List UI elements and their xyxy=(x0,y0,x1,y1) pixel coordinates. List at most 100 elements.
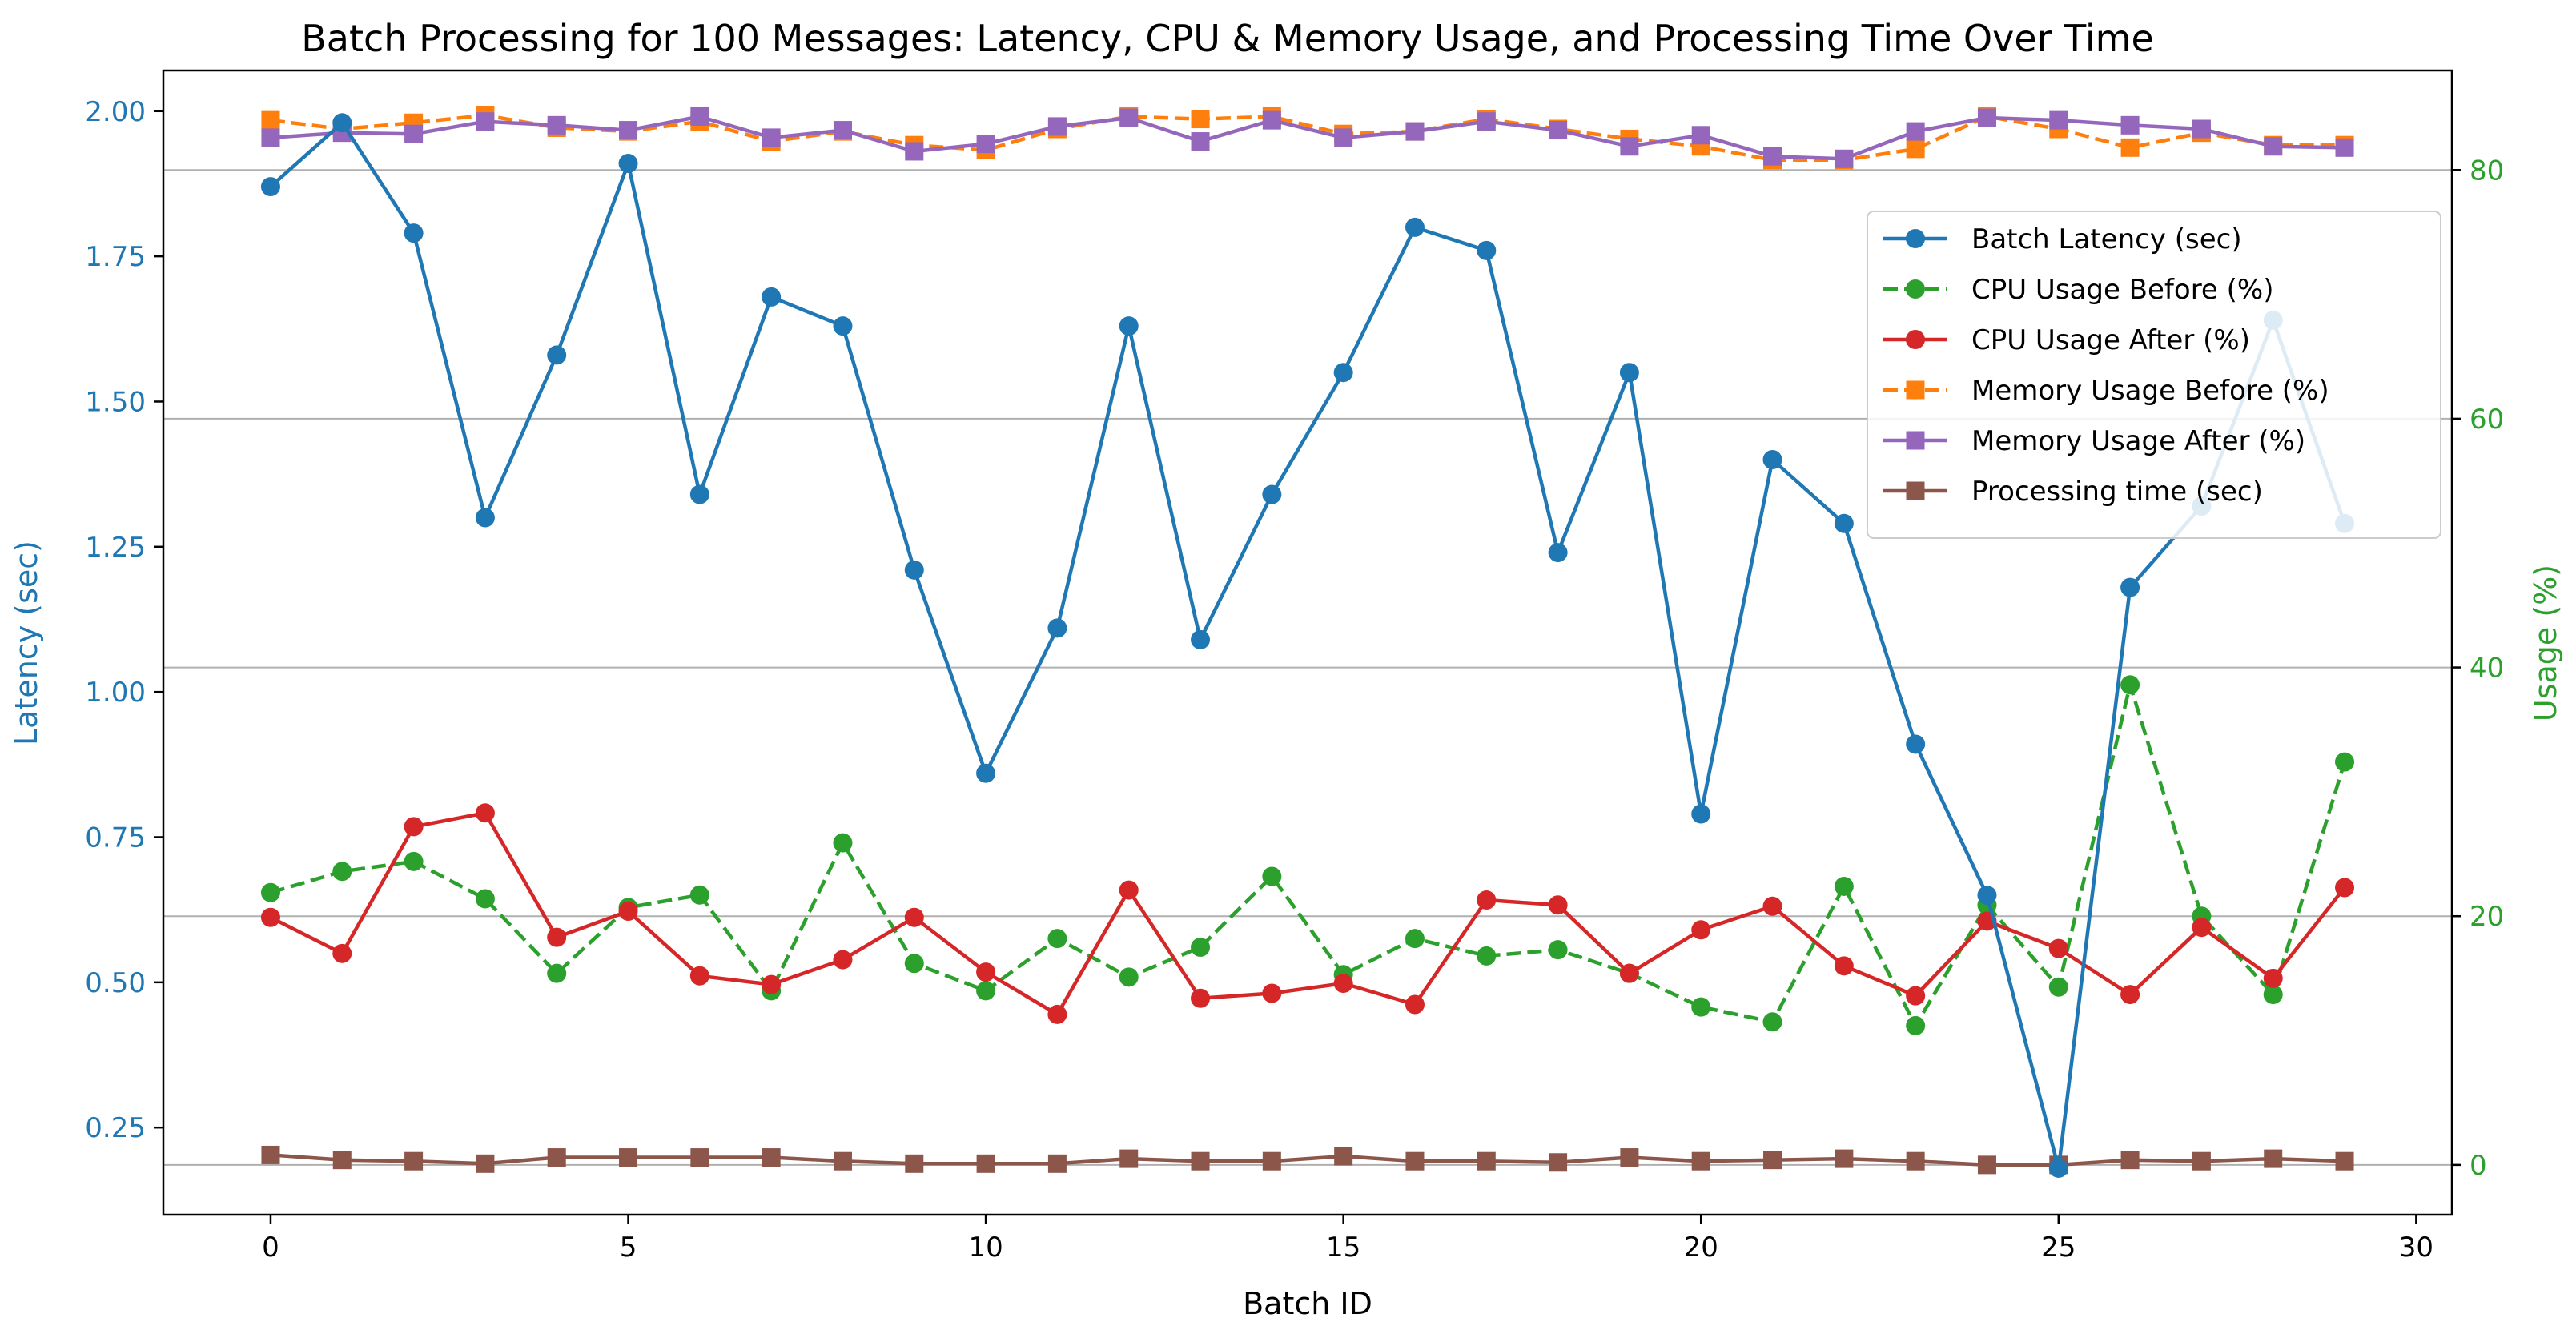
data-point xyxy=(260,177,280,197)
data-point xyxy=(547,1148,566,1167)
data-point xyxy=(833,950,853,970)
data-point xyxy=(1477,112,1496,131)
data-point xyxy=(2120,138,2140,157)
data-point xyxy=(404,124,424,143)
legend-label: CPU Usage Before (%) xyxy=(1971,274,2274,306)
data-point xyxy=(1762,1012,1782,1032)
data-point xyxy=(1549,121,1568,140)
data-point xyxy=(547,927,567,947)
data-point xyxy=(261,110,280,130)
data-point xyxy=(2335,1151,2354,1171)
y-left-tick-label: 1.75 xyxy=(85,241,146,273)
data-point xyxy=(976,1154,995,1173)
legend-label: Batch Latency (sec) xyxy=(1971,223,2242,255)
data-point xyxy=(2335,138,2354,157)
data-point xyxy=(1047,117,1067,136)
data-point xyxy=(833,1151,852,1171)
legend-marker xyxy=(1906,330,1925,349)
data-point xyxy=(1119,880,1139,900)
data-point xyxy=(1691,920,1711,940)
legend-item-memory-usage-before: Memory Usage Before (%) xyxy=(1883,375,2329,407)
data-point xyxy=(1835,149,1854,168)
y-left-tick-label: 2.00 xyxy=(85,96,146,128)
data-point xyxy=(833,833,853,853)
data-point xyxy=(618,154,638,174)
y-left-tick-label: 0.50 xyxy=(85,967,146,999)
y-left-tick-label: 0.25 xyxy=(85,1112,146,1144)
data-point xyxy=(2048,977,2068,997)
data-point xyxy=(260,907,280,927)
data-point xyxy=(2264,1149,2283,1168)
data-point xyxy=(1047,618,1067,638)
data-point xyxy=(475,508,495,528)
data-point xyxy=(1906,139,1925,159)
data-point xyxy=(475,803,495,823)
data-point xyxy=(1762,896,1782,916)
x-tick-label: 15 xyxy=(1326,1232,1360,1264)
legend-item-memory-usage-after: Memory Usage After (%) xyxy=(1883,425,2305,457)
data-point xyxy=(1334,128,1353,147)
legend-marker xyxy=(1906,279,1925,299)
data-point xyxy=(547,963,567,983)
data-point xyxy=(904,907,924,927)
data-point xyxy=(1834,956,1854,976)
legend-marker xyxy=(1906,229,1925,248)
x-tick-label: 25 xyxy=(2041,1232,2076,1264)
y-right-tick-label: 20 xyxy=(2470,901,2504,933)
data-point xyxy=(1835,1149,1854,1168)
data-point xyxy=(1191,132,1210,151)
x-axis-label: Batch ID xyxy=(1243,1286,1372,1321)
data-point xyxy=(1405,122,1425,141)
data-point xyxy=(404,223,424,243)
data-point xyxy=(1405,994,1425,1015)
data-point xyxy=(1834,876,1854,896)
data-point xyxy=(1691,1151,1710,1171)
data-point xyxy=(619,121,638,140)
data-point xyxy=(904,560,924,580)
data-point xyxy=(1405,217,1425,237)
legend-label: Memory Usage Before (%) xyxy=(1971,375,2329,407)
legend-label: Memory Usage After (%) xyxy=(1971,425,2305,457)
y-left-tick-label: 1.50 xyxy=(85,386,146,418)
data-point xyxy=(619,1148,638,1167)
chart-title: Batch Processing for 100 Messages: Laten… xyxy=(301,17,2154,60)
data-point xyxy=(690,106,709,126)
data-point xyxy=(1906,986,1926,1006)
data-point xyxy=(1977,108,1996,127)
legend-item-batch-latency-sec: Batch Latency (sec) xyxy=(1883,223,2242,255)
data-point xyxy=(762,1148,781,1167)
data-point xyxy=(1333,363,1353,383)
data-point xyxy=(475,889,495,909)
data-point xyxy=(404,1151,424,1171)
data-point xyxy=(762,974,782,994)
data-point xyxy=(404,817,424,837)
legend-label: Processing time (sec) xyxy=(1971,476,2263,508)
data-point xyxy=(1191,110,1210,129)
data-point xyxy=(1262,983,1282,1003)
data-point xyxy=(2335,878,2355,898)
y-axis-left-label: Latency (sec) xyxy=(9,540,44,745)
legend-item-cpu-usage-before: CPU Usage Before (%) xyxy=(1883,274,2274,306)
y-right-tick-label: 0 xyxy=(2470,1150,2487,1182)
data-point xyxy=(1477,890,1497,910)
data-point xyxy=(618,902,638,922)
data-point xyxy=(762,287,782,307)
series-line xyxy=(270,1153,2345,1167)
data-point xyxy=(1977,1155,1996,1175)
series-line xyxy=(269,811,2346,1017)
legend-label: CPU Usage After (%) xyxy=(1971,324,2250,356)
legend-marker xyxy=(1906,481,1925,500)
series-cpu-usage-after xyxy=(260,803,2355,1024)
data-point xyxy=(2192,119,2211,139)
data-point xyxy=(1906,734,1926,754)
data-point xyxy=(476,112,495,131)
data-point xyxy=(1763,1151,1782,1170)
data-point xyxy=(1548,940,1568,960)
x-tick-label: 0 xyxy=(262,1232,279,1264)
data-point xyxy=(261,1145,280,1164)
series-line xyxy=(269,121,2347,1171)
data-point xyxy=(1477,1151,1496,1171)
data-point xyxy=(1691,804,1711,824)
x-tick-label: 10 xyxy=(968,1232,1003,1264)
data-point xyxy=(833,316,853,336)
